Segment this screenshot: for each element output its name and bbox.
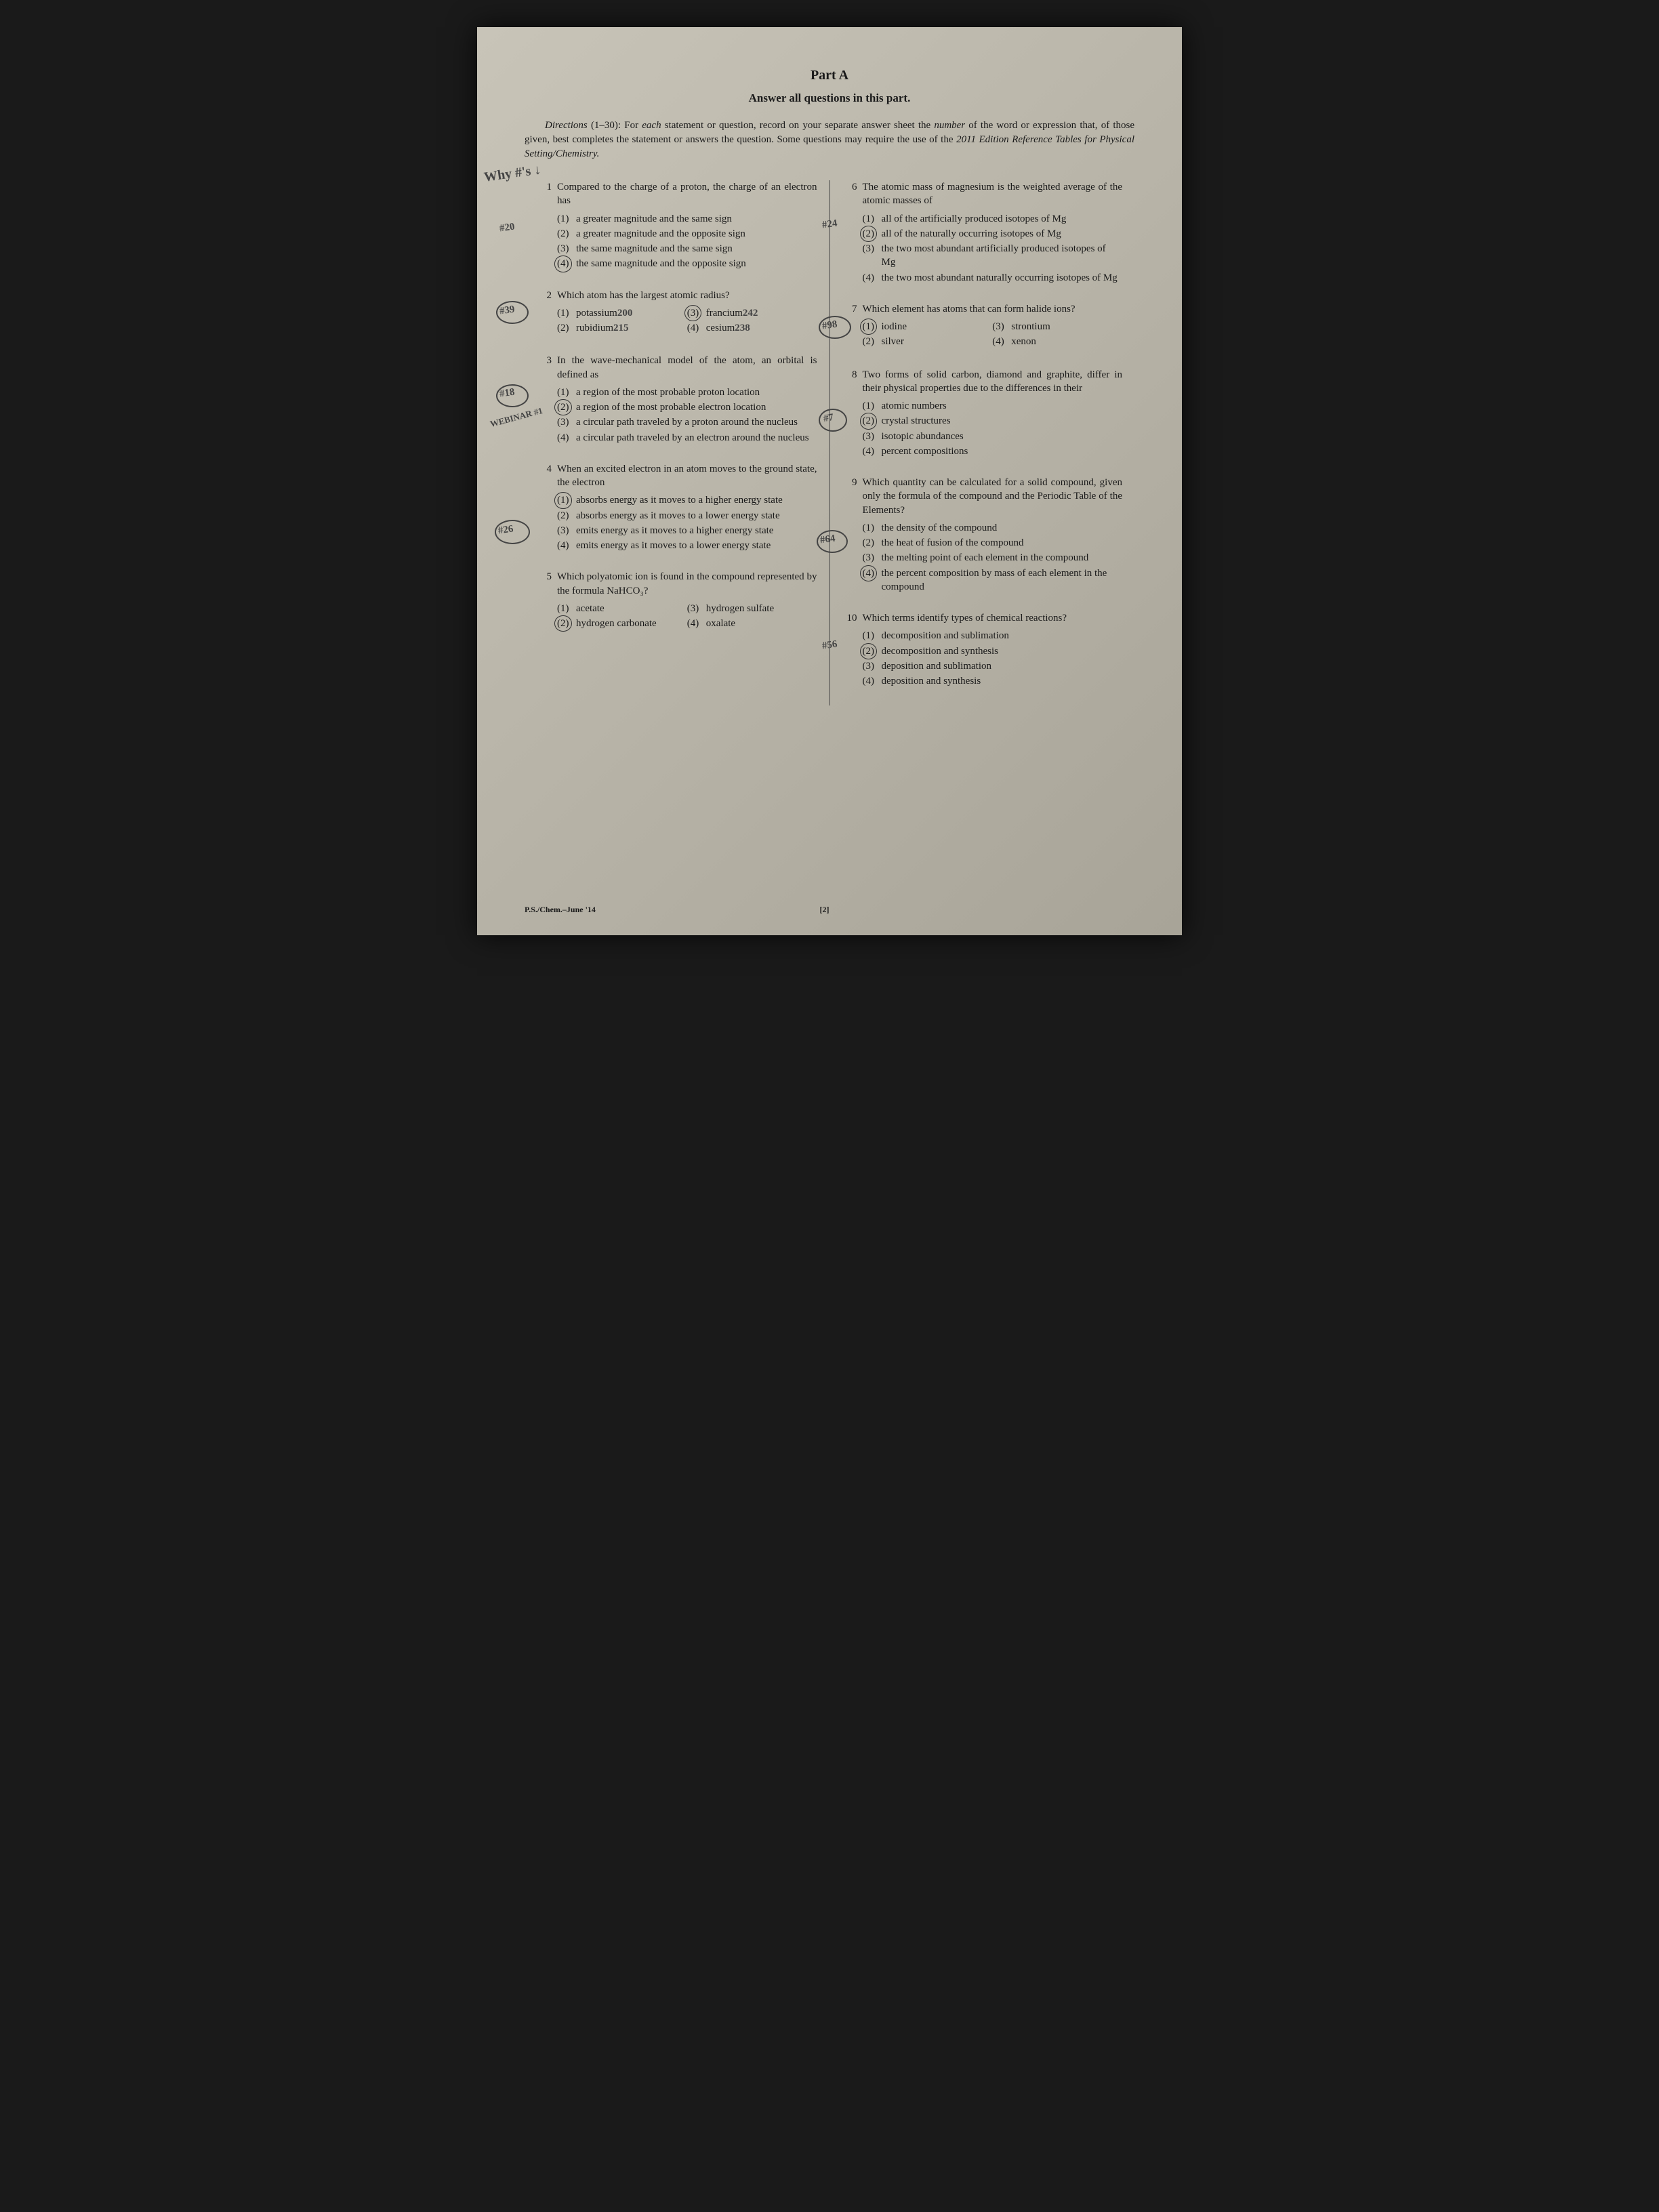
question-8: #7 8 Two forms of solid carbon, diamond … [842, 368, 1123, 459]
question-1: #20 1 Compared to the charge of a proton… [537, 180, 817, 271]
question-5: 5 Which polyatomic ion is found in the c… [537, 570, 817, 632]
directions-range: (1–30): [591, 120, 621, 131]
question-columns: #20 1 Compared to the charge of a proton… [525, 180, 1134, 705]
handwriting-q2: #39 [499, 302, 516, 318]
circled-answer: (2) [863, 227, 875, 241]
right-column: #24 6 The atomic mass of magnesium is th… [830, 180, 1135, 705]
circled-answer: (1) [557, 493, 569, 507]
page-footer: P.S./Chem.–June '14 [2] [525, 905, 1134, 915]
part-title: Part A [525, 68, 1134, 83]
circled-answer: (3) [687, 306, 699, 320]
q-num: 1 [537, 180, 557, 208]
directions-label: Directions [545, 120, 588, 131]
question-4: #26 4 When an excited electron in an ato… [537, 462, 817, 553]
circled-answer: (2) [863, 414, 875, 428]
page-number: [2] [596, 905, 1053, 915]
circled-answer: (1) [863, 320, 875, 333]
question-9: #64 9 Which quantity can be calculated f… [842, 476, 1123, 594]
question-6: #24 6 The atomic mass of magnesium is th… [842, 180, 1123, 285]
circled-answer: (2) [557, 401, 569, 414]
circled-answer: (2) [557, 617, 569, 630]
circled-answer: (4) [557, 257, 569, 270]
question-2: #39 2 Which atom has the largest atomic … [537, 289, 817, 337]
question-7: #98 7 Which element has atoms that can f… [842, 302, 1123, 350]
page-header: Part A Answer all questions in this part… [525, 68, 1134, 105]
sub-title: Answer all questions in this part. [525, 91, 1134, 105]
q-stem: Compared to the charge of a proton, the … [557, 180, 817, 208]
circled-answer: (2) [863, 644, 875, 658]
question-3: #18 WEBINAR #1 3 In the wave-mechanical … [537, 354, 817, 445]
left-column: #20 1 Compared to the charge of a proton… [525, 180, 830, 705]
directions: Directions (1–30): For each statement or… [525, 119, 1134, 161]
footer-left: P.S./Chem.–June '14 [525, 905, 596, 915]
handwriting-q1: #20 [499, 220, 516, 236]
circled-answer: (4) [863, 567, 875, 580]
question-10: #56 10 Which terms identify types of che… [842, 611, 1123, 688]
exam-page: Part A Answer all questions in this part… [477, 27, 1182, 935]
